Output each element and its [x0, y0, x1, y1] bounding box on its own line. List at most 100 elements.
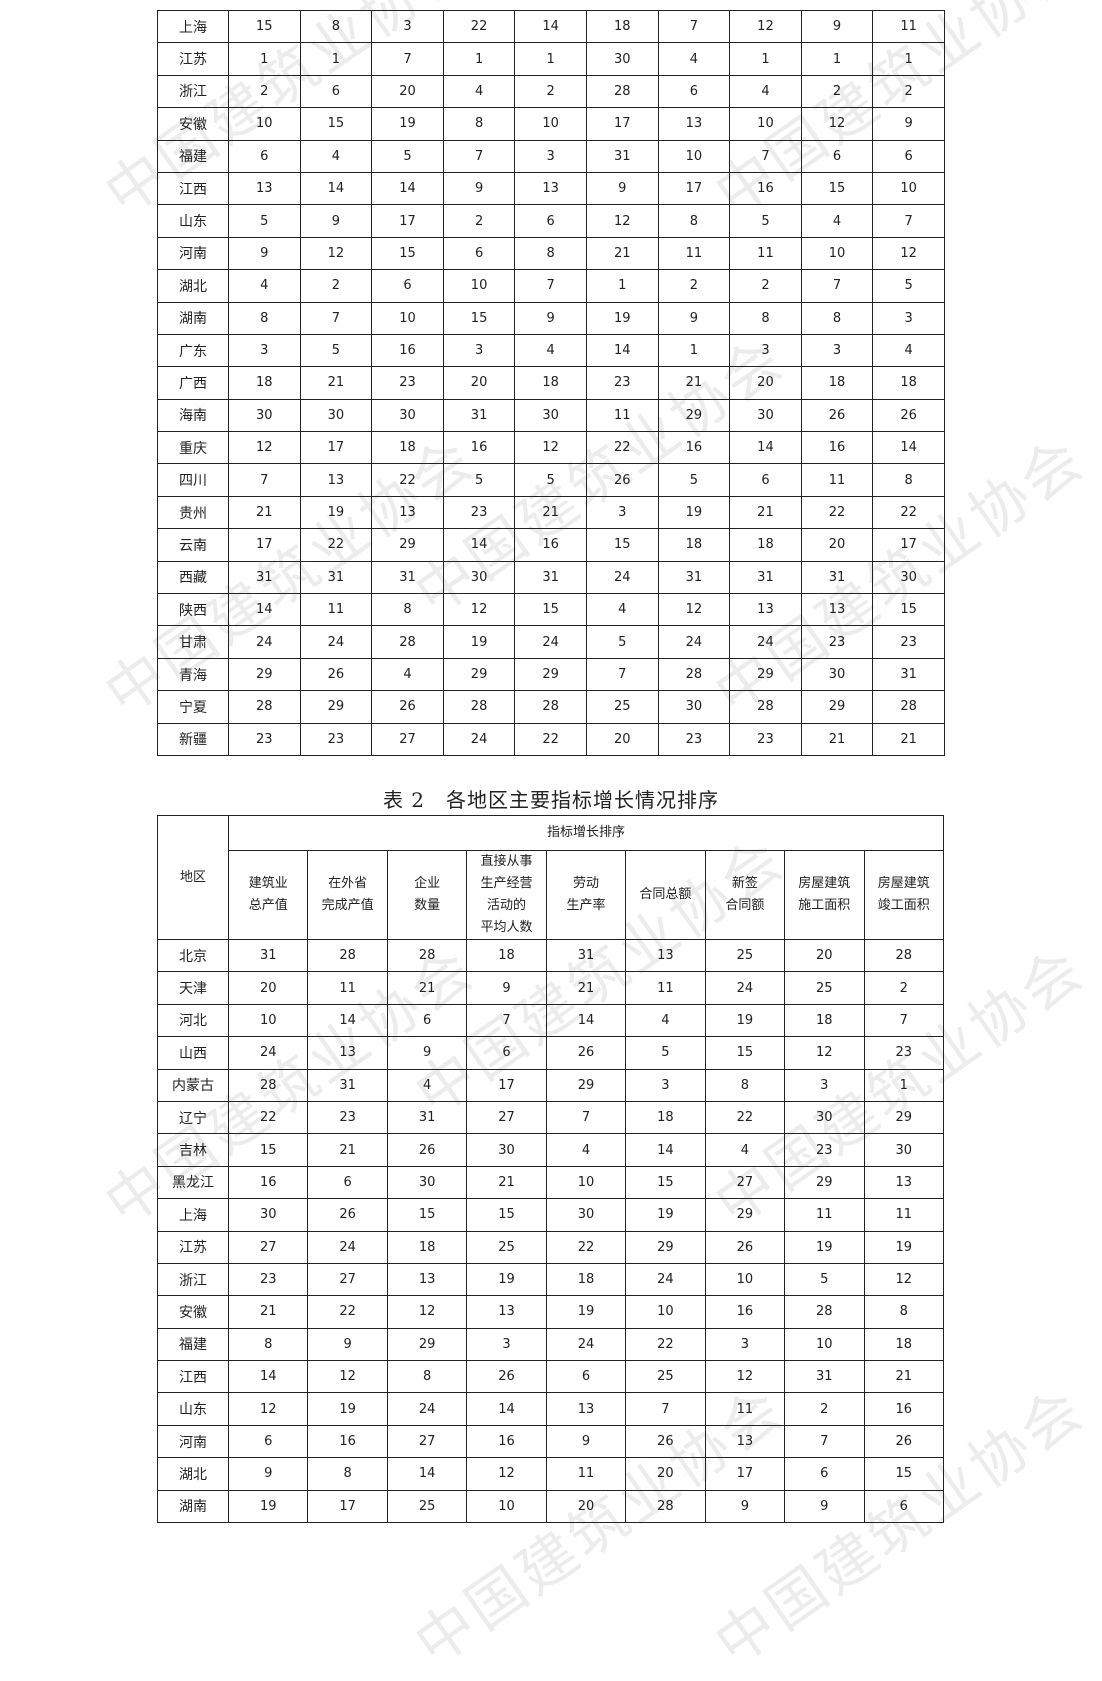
table-row: 陕西 14 11 8 12 15 4 12 13 13 15	[157, 593, 945, 627]
rank-cell: 30	[784, 1100, 865, 1135]
rank-cell: 16	[729, 171, 802, 206]
rank-cell: 4	[729, 74, 802, 109]
rank-cell: 12	[227, 1392, 309, 1426]
rank-cell: 6	[371, 269, 444, 303]
rank-cell: 21	[863, 1360, 944, 1394]
rank-cell: 5	[657, 463, 731, 497]
rank-cell: 8	[371, 593, 444, 627]
rank-cell: 23	[585, 366, 659, 400]
rank-cell: 3	[228, 333, 301, 368]
rank-cell: 10	[625, 1295, 706, 1329]
rank-cell: 28	[514, 690, 587, 724]
rank-cell: 29	[800, 690, 874, 724]
rank-cell: 21	[228, 495, 301, 530]
rank-cell: 19	[307, 1392, 388, 1426]
rank-cell: 13	[299, 463, 373, 497]
rank-cell: 11	[872, 9, 945, 44]
table-row: 宁夏 28 29 26 28 28 25 30 28 29 28	[157, 690, 945, 724]
rank-cell: 1	[729, 42, 802, 76]
region-cell: 福建	[157, 1327, 229, 1362]
rank-cell: 28	[729, 690, 802, 724]
rank-cell: 26	[307, 1198, 388, 1232]
rank-cell: 4	[800, 204, 874, 238]
rank-cell: 17	[704, 1457, 786, 1491]
rank-cell: 1	[585, 269, 659, 303]
rank-cell: 11	[800, 463, 874, 497]
rank-cell: 29	[784, 1165, 865, 1200]
region-cell: 湖北	[157, 1457, 229, 1491]
rank-cell: 9	[227, 1457, 309, 1491]
table-row: 上海 15 8 3 22 14 18 7 12 9 11	[157, 9, 945, 44]
table-row: 浙江 23 27 13 19 18 24 10 5 12	[157, 1262, 944, 1297]
rank-cell: 10	[657, 139, 731, 173]
rank-cell: 16	[371, 333, 444, 368]
rank-cell: 25	[784, 971, 865, 1005]
region-cell: 重庆	[157, 431, 229, 465]
rank-cell: 4	[545, 1133, 627, 1167]
rank-cell: 8	[307, 1457, 388, 1491]
rank-cell: 14	[514, 9, 587, 44]
rank-cell: 27	[386, 1424, 468, 1459]
rank-cell: 14	[227, 1360, 309, 1394]
table-row: 福建 6 4 5 7 3 31 10 7 6 6	[157, 139, 945, 173]
rank-cell: 12	[442, 593, 516, 627]
rank-cell: 21	[585, 236, 659, 271]
rank-cell: 13	[371, 495, 444, 530]
rank-cell: 19	[657, 495, 731, 530]
rank-cell: 26	[800, 398, 874, 433]
region-cell: 云南	[157, 528, 229, 562]
rank-cell: 15	[386, 1198, 468, 1232]
region-cell: 广东	[157, 333, 229, 368]
rank-cell: 24	[585, 560, 659, 595]
rank-cell: 23	[371, 366, 444, 400]
region-cell: 浙江	[157, 1262, 229, 1297]
rank-cell: 21	[466, 1165, 547, 1200]
rank-cell: 25	[466, 1230, 547, 1264]
rank-cell: 22	[800, 495, 874, 530]
rank-cell: 31	[386, 1100, 468, 1135]
table-row: 云南 17 22 29 14 16 15 18 18 20 17	[157, 528, 945, 562]
rank-cell: 17	[307, 1489, 388, 1524]
rank-cell: 6	[466, 1036, 547, 1070]
rank-cell: 2	[657, 269, 731, 303]
rank-cell: 15	[704, 1036, 786, 1070]
rank-cell: 25	[386, 1489, 468, 1524]
rank-cell: 19	[625, 1198, 706, 1232]
rank-cell: 5	[585, 625, 659, 659]
rank-cell: 13	[466, 1295, 547, 1329]
rank-cell: 14	[442, 528, 516, 562]
rank-cell: 5	[371, 139, 444, 173]
rank-cell: 12	[299, 236, 373, 271]
rank-cell: 1	[657, 333, 731, 368]
table-row: 山西 24 13 9 6 26 5 15 12 23	[157, 1036, 944, 1070]
rank-cell: 15	[585, 528, 659, 562]
rank-cell: 18	[863, 1327, 944, 1362]
rank-cell: 6	[514, 204, 587, 238]
rank-cell: 29	[386, 1327, 468, 1362]
rank-cell: 6	[228, 139, 301, 173]
rank-cell: 15	[514, 593, 587, 627]
rank-cell: 4	[872, 333, 945, 368]
rank-cell: 18	[466, 938, 547, 973]
rank-cell: 28	[863, 938, 944, 973]
rank-cell: 31	[307, 1068, 388, 1102]
rank-cell: 17	[585, 107, 659, 141]
rank-cell: 16	[863, 1392, 944, 1426]
rank-cell: 5	[228, 204, 301, 238]
column-header: 企业 数量	[386, 850, 468, 940]
rank-cell: 29	[299, 690, 373, 724]
region-cell: 江苏	[157, 1230, 229, 1264]
table-row: 重庆 12 17 18 16 12 22 16 14 16 14	[157, 431, 945, 465]
rank-cell: 22	[625, 1327, 706, 1362]
rank-cell: 29	[657, 398, 731, 433]
rank-cell: 19	[704, 1003, 786, 1038]
rank-cell: 17	[657, 171, 731, 206]
table-row: 江西 14 12 8 26 6 25 12 31 21	[157, 1360, 944, 1394]
rank-cell: 15	[227, 1133, 309, 1167]
rank-cell: 29	[545, 1068, 627, 1102]
region-cell: 江苏	[157, 42, 229, 76]
rank-cell: 16	[227, 1165, 309, 1200]
rank-cell: 12	[784, 1036, 865, 1070]
rank-cell: 8	[514, 236, 587, 271]
rank-cell: 27	[307, 1262, 388, 1297]
